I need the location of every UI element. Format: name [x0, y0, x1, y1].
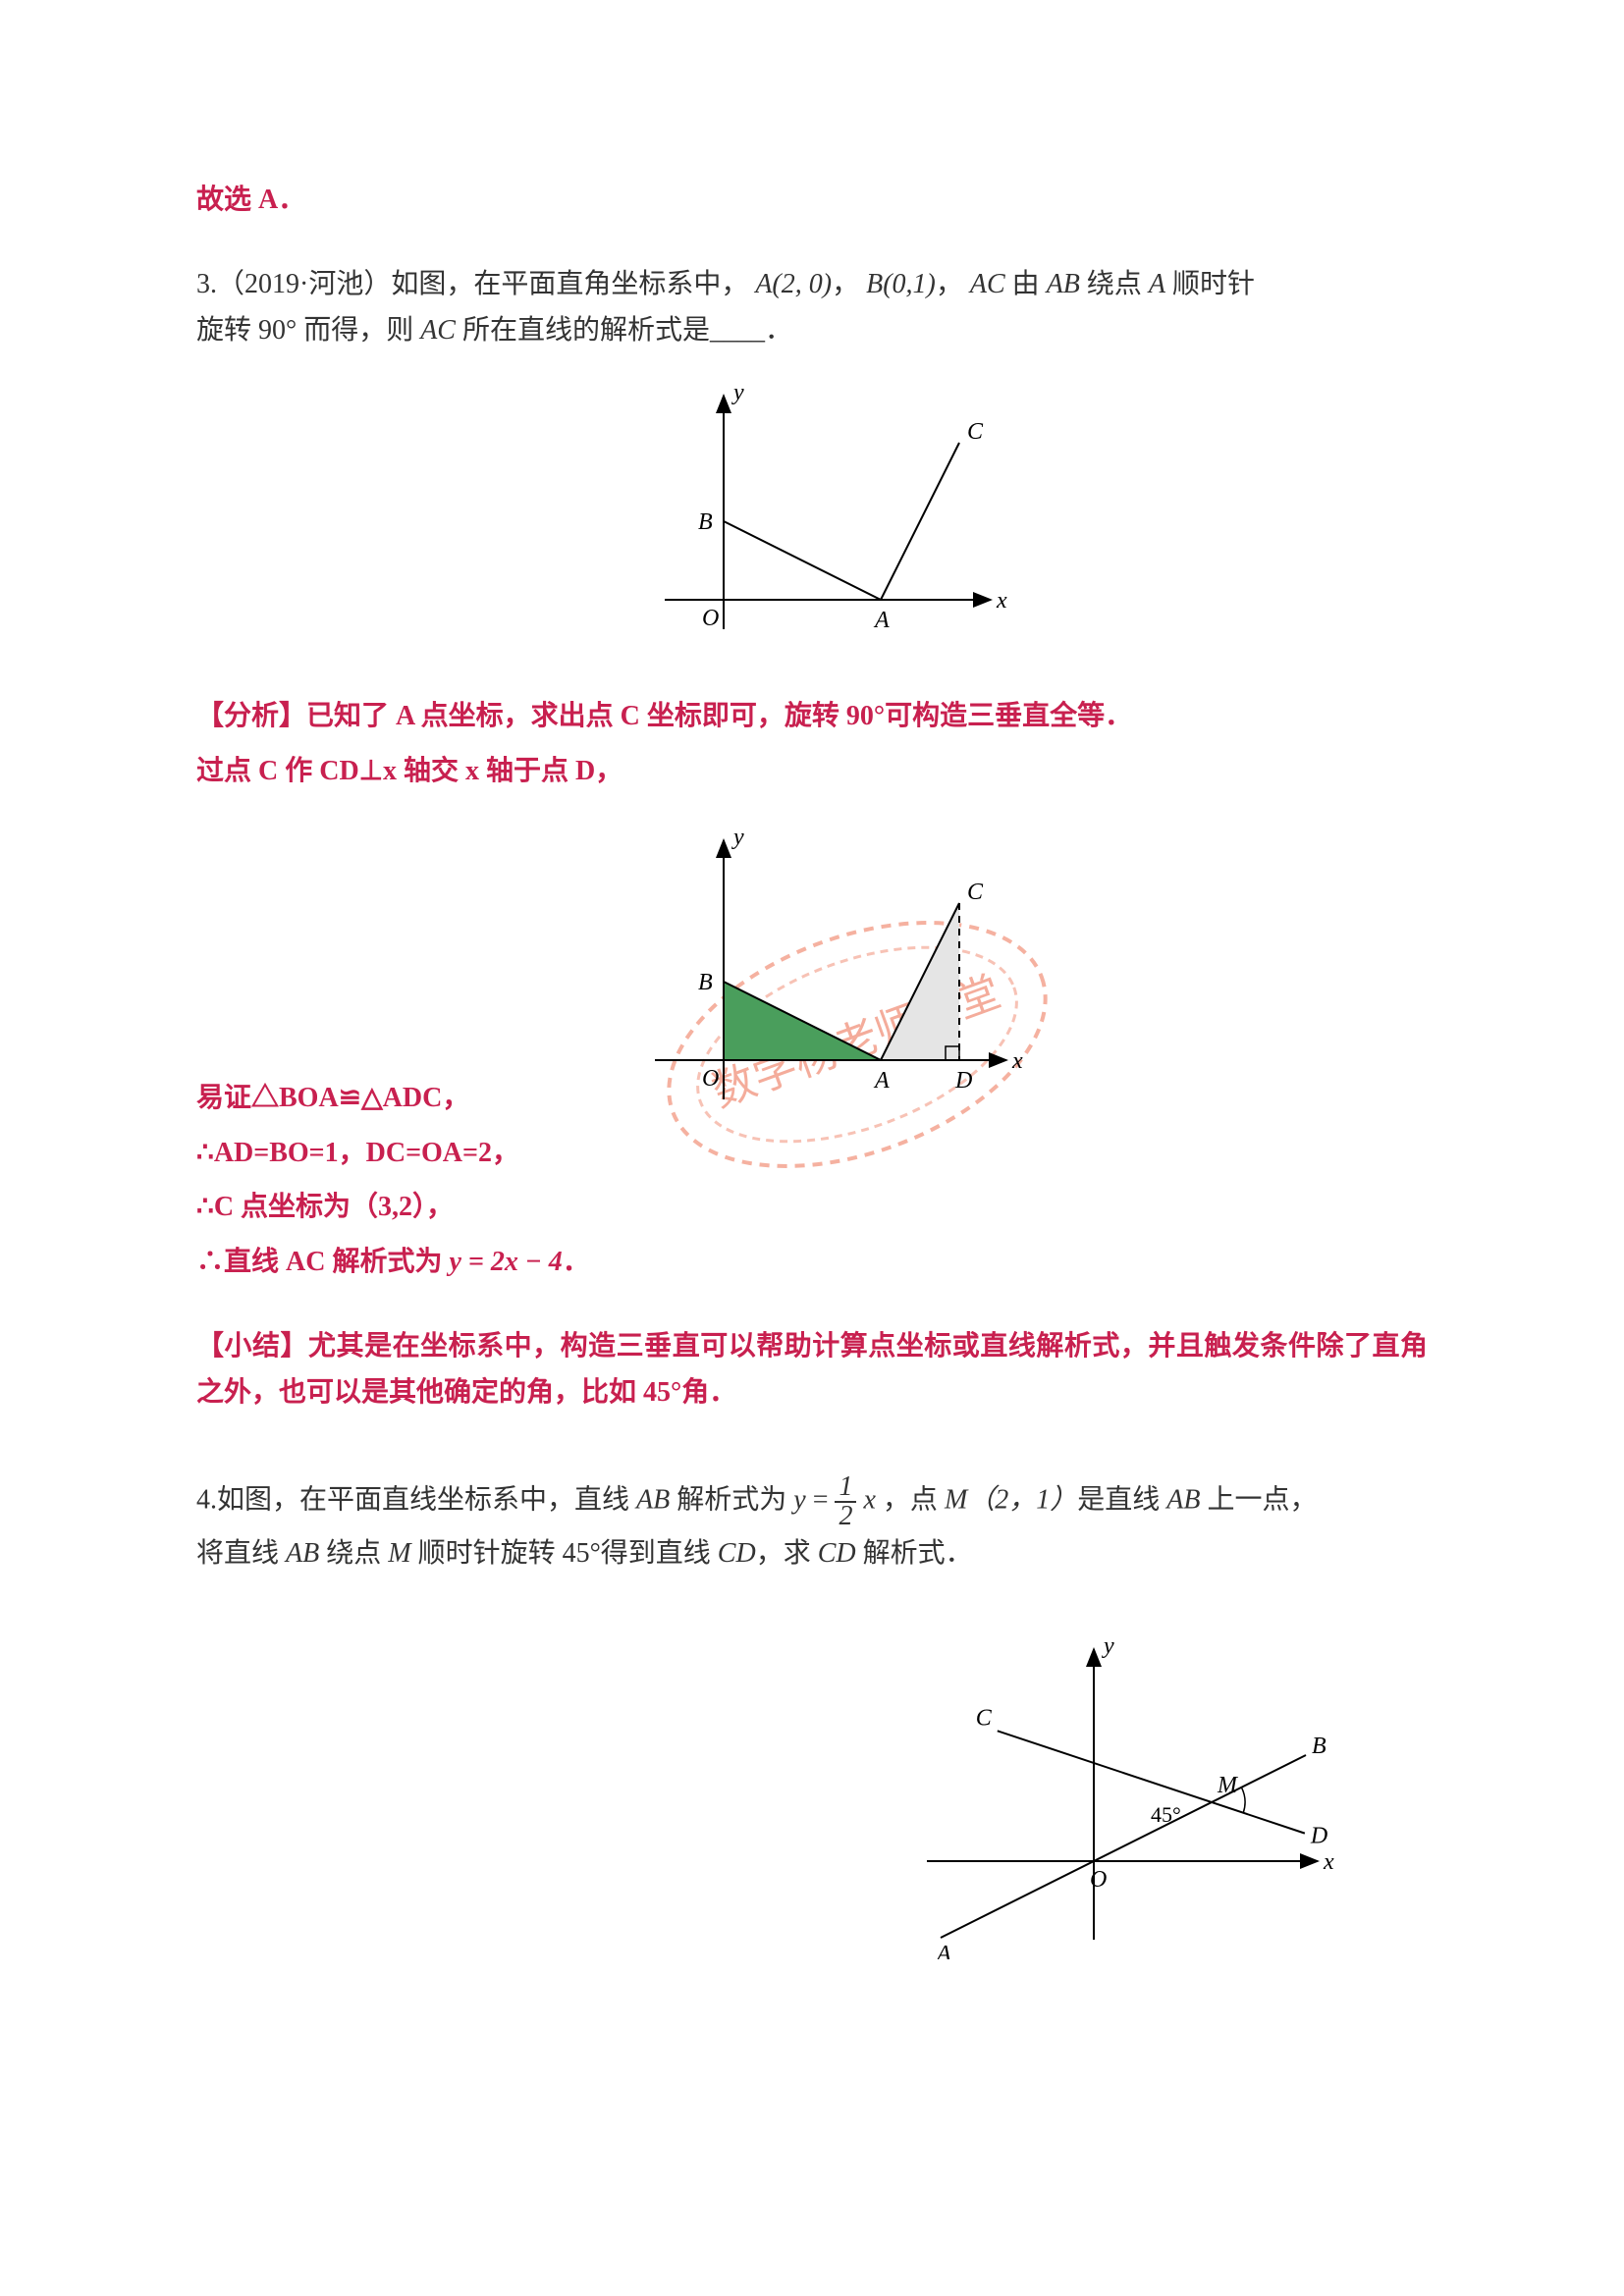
txt: 顺时针: [1165, 269, 1255, 299]
q3-prefix: 3.（2019·河池）如图，在平面直角坐标系中，: [196, 269, 748, 299]
q3-A: A(2, 0): [755, 269, 832, 299]
q4-l2e: 解析式．: [856, 1538, 973, 1569]
txt: 由: [1005, 269, 1047, 299]
svg-text:B: B: [698, 970, 713, 995]
q3-B: B(0,1): [866, 269, 936, 299]
q4-y: y: [793, 1484, 805, 1515]
sep: ，: [936, 269, 963, 299]
q4-l2d: ，求: [756, 1538, 818, 1569]
q3-AC2: AC: [420, 315, 456, 346]
q4-AB2: AB: [1166, 1484, 1200, 1515]
q3-line2b: 所在直线的解析式是: [456, 315, 710, 346]
svg-text:D: D: [1310, 1824, 1327, 1849]
svg-text:x: x: [1323, 1849, 1334, 1875]
q4-l2c: 顺时针旋转 45°得到直线: [411, 1538, 718, 1569]
page: 故选 A． 3.（2019·河池）如图，在平面直角坐标系中， A(2, 0)， …: [0, 0, 1624, 2296]
svg-text:M: M: [1217, 1773, 1239, 1798]
q4-l1e: 上一点，: [1201, 1484, 1318, 1515]
svg-text:y: y: [731, 825, 744, 850]
q4-l1c: ，点: [876, 1484, 945, 1515]
svg-text:A: A: [873, 1068, 890, 1094]
q3-AB: AB: [1047, 269, 1080, 299]
spacer: [196, 232, 1428, 261]
svg-text:C: C: [967, 419, 984, 445]
analysis-1: 【分析】已知了 A 点坐标，求出点 C 坐标即可，旋转 90°可构造三垂直全等．: [196, 693, 1428, 740]
svg-text:C: C: [967, 880, 984, 905]
svg-text:D: D: [954, 1068, 972, 1094]
figure-3-svg: O A B C D M 45° x y: [897, 1606, 1349, 1959]
summary: 【小结】尤其是在坐标系中，构造三垂直可以帮助计算点坐标或直线解析式，并且触发条件…: [196, 1323, 1428, 1416]
svg-text:x: x: [996, 588, 1007, 614]
q4-CD: CD: [718, 1538, 756, 1569]
sep: ，: [832, 269, 859, 299]
q4-CD2: CD: [818, 1538, 856, 1569]
svg-text:y: y: [731, 380, 744, 405]
q3-blank: ____: [710, 315, 765, 346]
figure-1: O A B Cx y: [196, 374, 1428, 665]
figure-1-svg: O A B Cx y: [606, 374, 1018, 649]
answer-choice: 故选 A．: [196, 177, 1428, 224]
q3-period: ．: [765, 315, 792, 346]
q4-frac: 12: [835, 1473, 856, 1530]
q4-text: 4.如图，在平面直线坐标系中，直线 AB 解析式为 y = 12 x ，点 M（…: [196, 1473, 1428, 1577]
q4-x: x: [863, 1484, 875, 1515]
spacer: [196, 1424, 1428, 1473]
q3-line2a: 旋转 90° 而得，则: [196, 315, 420, 346]
figure-2-svg: 数学杨老师课堂OABCDxy: [537, 815, 1087, 1168]
proof-l3: ∴C 点坐标为（3,2），: [196, 1184, 1428, 1231]
svg-text:O: O: [702, 606, 719, 631]
frac-d: 2: [835, 1503, 856, 1530]
q4-l1d: 是直线: [1077, 1484, 1166, 1515]
q3-AC: AC: [970, 269, 1005, 299]
figure-3: O A B C D M 45° x y: [196, 1606, 1428, 1975]
svg-text:B: B: [1312, 1734, 1326, 1759]
q4-l2b: 绕点: [319, 1538, 388, 1569]
svg-text:O: O: [1090, 1867, 1107, 1893]
svg-text:x: x: [1011, 1048, 1023, 1074]
proof-l4a: ∴直线 AC 解析式为: [196, 1247, 449, 1277]
svg-text:A: A: [935, 1942, 951, 1959]
proof-eq: y = 2x − 4: [449, 1247, 562, 1277]
q4-AB3: AB: [286, 1538, 319, 1569]
txt: 绕点: [1080, 269, 1149, 299]
q4-AB: AB: [636, 1484, 670, 1515]
q4-Mshort: M: [388, 1538, 410, 1569]
q4-l2a: 将直线: [196, 1538, 286, 1569]
q3-Ashort: A: [1149, 269, 1165, 299]
svg-text:O: O: [702, 1066, 719, 1092]
q4-l1a: 4.如图，在平面直线坐标系中，直线: [196, 1484, 636, 1515]
svg-text:B: B: [698, 509, 713, 535]
analysis-2: 过点 C 作 CD⊥x 轴交 x 轴于点 D，: [196, 748, 1428, 795]
q4-M: M（2，1）: [945, 1484, 1077, 1515]
q3-text: 3.（2019·河池）如图，在平面直角坐标系中， A(2, 0)， B(0,1)…: [196, 261, 1428, 354]
proof-l4b: ．: [563, 1247, 590, 1277]
svg-text:45°: 45°: [1151, 1802, 1181, 1827]
svg-text:C: C: [976, 1706, 993, 1732]
frac-n: 1: [835, 1473, 856, 1503]
proof-l4: ∴直线 AC 解析式为 y = 2x − 4．: [196, 1239, 1428, 1286]
figure-2: 数学杨老师课堂OABCDxy: [196, 815, 1428, 1184]
svg-text:y: y: [1102, 1633, 1114, 1659]
q4-eq: =: [806, 1484, 836, 1515]
q4-l1b: 解析式为: [670, 1484, 793, 1515]
svg-text:A: A: [873, 608, 890, 633]
spacer: [196, 1294, 1428, 1323]
